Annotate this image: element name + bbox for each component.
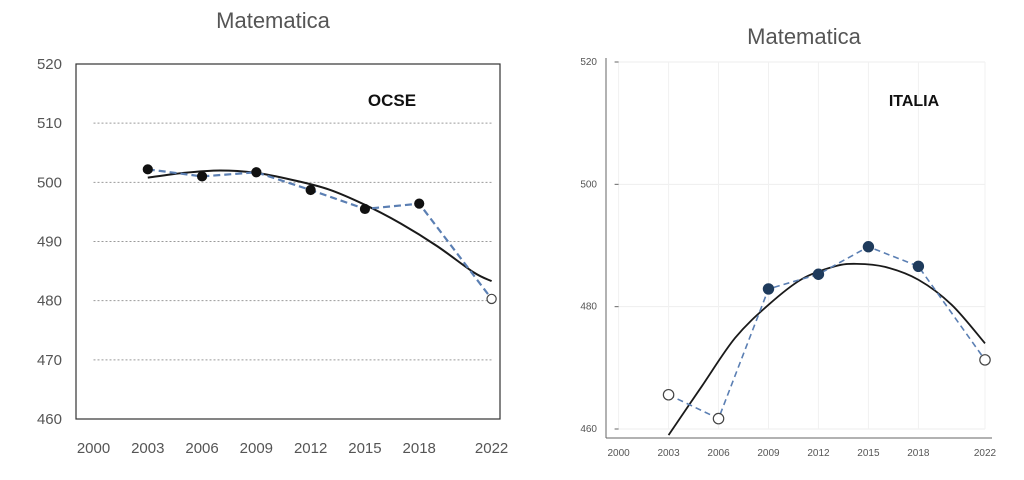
data-point <box>812 268 825 280</box>
x-tick-label: 2006 <box>185 440 218 457</box>
data-point-open <box>662 388 675 401</box>
data-point <box>251 167 262 178</box>
y-tick-label: 480 <box>37 293 62 310</box>
x-tick-labels-right: 2000 2003 2006 2009 2012 2015 2018 2022 <box>607 448 996 459</box>
data-point <box>305 184 316 196</box>
chart-title-right: Matematica <box>747 24 861 49</box>
data-point <box>912 260 925 272</box>
x-tick-label: 2003 <box>657 448 680 459</box>
x-tick-label: 2015 <box>857 448 880 459</box>
y-tick-label: 460 <box>37 411 62 428</box>
data-point <box>196 171 208 182</box>
plot-frame-left <box>75 63 501 420</box>
y-tick-labels-right: 520 500 480 460 <box>580 57 619 435</box>
data-point-open <box>486 293 497 305</box>
y-tick-label: 500 <box>37 174 62 191</box>
y-tick-label: 490 <box>37 234 62 251</box>
y-tick-label: 510 <box>37 115 62 132</box>
x-tick-label: 2009 <box>757 448 780 459</box>
data-point <box>142 164 153 175</box>
y-tick-label: 460 <box>580 424 597 435</box>
data-points-right <box>662 241 991 425</box>
trend-line-left <box>147 169 493 283</box>
data-points-left <box>142 164 497 305</box>
x-tick-label: 2018 <box>403 440 436 457</box>
data-point-open <box>979 354 991 366</box>
y-tick-labels-left: 520 510 500 490 480 470 460 <box>37 56 62 428</box>
data-point <box>762 283 775 295</box>
data-point <box>414 198 425 209</box>
y-tick-label: 480 <box>580 302 597 313</box>
data-line-right <box>668 245 986 420</box>
x-tick-label: 2012 <box>807 448 830 459</box>
gridlines-right <box>618 61 986 430</box>
y-tick-label: 470 <box>37 352 62 369</box>
data-point-open <box>712 412 725 425</box>
x-tick-label: 2000 <box>77 440 110 457</box>
data-point <box>359 203 371 215</box>
x-tick-label: 2012 <box>294 440 327 457</box>
trend-line-right <box>667 262 986 436</box>
x-tick-label: 2009 <box>240 440 273 457</box>
y-tick-label: 500 <box>580 179 597 190</box>
x-tick-label: 2006 <box>707 448 730 459</box>
chart-italia: Matematica 520 500 480 460 2000 2003 2006 2009… <box>580 24 996 459</box>
x-tick-label: 2000 <box>607 448 630 459</box>
annotation-italia: ITALIA <box>889 93 940 110</box>
x-tick-labels-left: 2000 2003 2006 2009 2012 2015 2018 2022 <box>77 440 508 457</box>
x-tick-label: 2018 <box>907 448 930 459</box>
annotation-ocse: OCSE <box>368 91 416 110</box>
x-tick-label: 2022 <box>475 440 508 457</box>
data-line-left <box>147 168 493 300</box>
data-point <box>862 241 875 253</box>
x-tick-label: 2015 <box>348 440 381 457</box>
x-tick-label: 2022 <box>974 448 997 459</box>
y-tick-label: 520 <box>37 56 62 73</box>
y-tick-label: 520 <box>580 57 597 68</box>
chart-title-left: Matematica <box>216 8 330 33</box>
x-tick-label: 2003 <box>131 440 164 457</box>
